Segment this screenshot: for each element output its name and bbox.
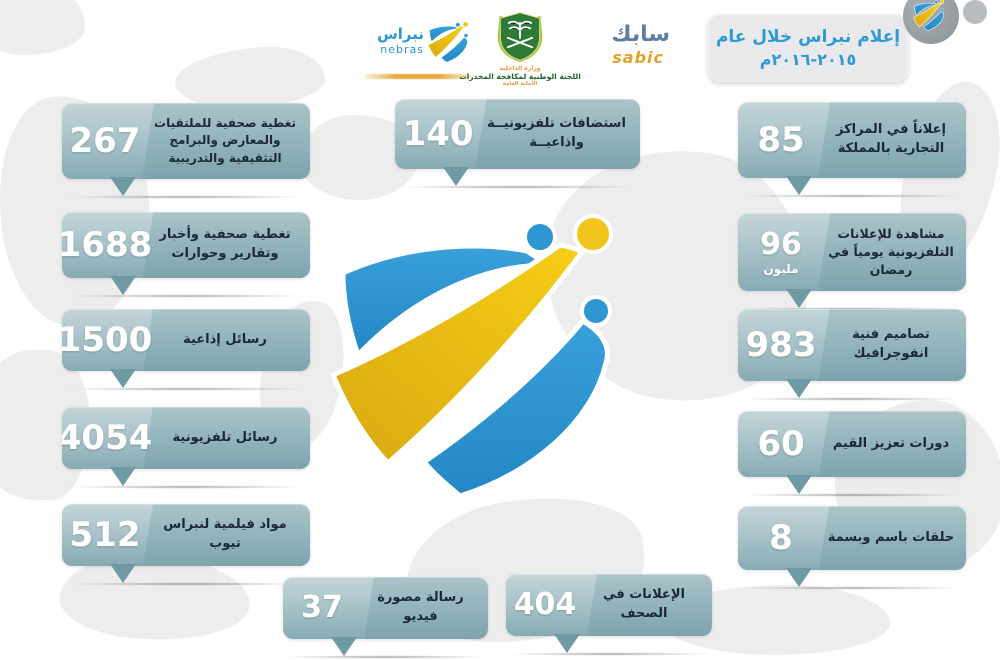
nebras-tagline bbox=[364, 74, 472, 79]
stat-label: تغطية صحفية للملتقيات والمعارض والبرامج … bbox=[154, 115, 296, 165]
title-line2: ٢٠١٥-٢٠١٦م bbox=[759, 49, 857, 69]
stat-label: رسائل تلفزيونية bbox=[172, 429, 278, 445]
stat-bubble-mall-ads: 85 إعلاناً في المراكز التجارية بالمملكة bbox=[720, 102, 984, 198]
stat-label: رسالة مصورة فيديو bbox=[377, 590, 464, 624]
bubble-shadow bbox=[44, 195, 328, 199]
corner-dot bbox=[963, 0, 987, 24]
bubble-shadow bbox=[377, 185, 658, 189]
stat-bubble-press-events: 267 تغطية صحفية للملتقيات والمعارض والبر… bbox=[44, 103, 328, 199]
stat-value: 1500 bbox=[62, 320, 153, 360]
stat-value: 8 bbox=[769, 518, 793, 558]
page-title: إعلام نبراس خلال عام ٢٠١٥-٢٠١٦م bbox=[708, 14, 908, 82]
stat-value: 37 bbox=[301, 590, 343, 625]
title-line1: إعلام نبراس خلال عام bbox=[715, 26, 901, 47]
stat-bubble-press-news: 1688 تغطية صحفية وأخبار وتقارير وحوارات bbox=[44, 212, 328, 298]
stat-value: 140 bbox=[402, 114, 474, 154]
stat-value: 4054 bbox=[62, 418, 153, 458]
map-blob bbox=[0, 0, 85, 55]
stat-label: استضافات تلفزيونيــة واذاعيــة bbox=[487, 116, 626, 150]
stat-number: 96 bbox=[760, 226, 802, 262]
stat-label: دورات تعزيز القيم bbox=[832, 435, 950, 451]
bubble-shadow bbox=[488, 652, 730, 656]
committee-sub-label: الأمانة العامة bbox=[502, 81, 538, 87]
stat-bubble-tv-messages: 4054 رسائل تلفزيونية bbox=[44, 407, 328, 489]
stat-value: 267 bbox=[69, 121, 141, 161]
corner-badge-icon bbox=[903, 0, 959, 44]
bubble-tail bbox=[786, 289, 812, 308]
bubble-tail bbox=[110, 564, 136, 583]
stat-bubble-basem-basma: 8 حلقات باسم وبسمة bbox=[720, 506, 984, 590]
stat-bubble-values-courses: 60 دورات تعزيز القيم bbox=[720, 411, 984, 497]
bubble-shadow bbox=[720, 397, 984, 401]
stat-unit: مليون bbox=[763, 261, 799, 276]
bubble-tail bbox=[786, 176, 812, 195]
bubble-tail bbox=[786, 379, 812, 398]
bubble-tail bbox=[110, 467, 136, 486]
stat-value: 96 مليون bbox=[738, 213, 824, 291]
bubble-shadow bbox=[44, 582, 328, 586]
bubble-shadow bbox=[44, 294, 328, 298]
bubble-shadow bbox=[44, 485, 328, 489]
bubble-tail bbox=[110, 177, 136, 196]
bubble-shadow bbox=[265, 655, 506, 659]
stat-value: 983 bbox=[745, 325, 817, 365]
committee-logo: وزارة الداخلية اللجنة الوطنية لمكافحة ال… bbox=[459, 8, 581, 96]
committee-ministry-label: وزارة الداخلية bbox=[499, 65, 541, 72]
nebras-name-en: nebras bbox=[380, 42, 424, 56]
bubble-shadow bbox=[720, 493, 984, 497]
nebras-mini-mark-icon bbox=[913, 0, 945, 32]
stat-label: مواد فيلمية لنبراس تيوب bbox=[163, 517, 287, 551]
bubble-tail bbox=[554, 634, 580, 653]
bubble-tail bbox=[110, 276, 136, 295]
stat-label: الإعلانات في الصحف bbox=[603, 587, 685, 621]
bubble-shadow bbox=[44, 387, 328, 391]
bubble-shadow bbox=[720, 586, 984, 590]
stat-label: حلقات باسم وبسمة bbox=[827, 529, 955, 545]
bubble-tail bbox=[786, 568, 812, 587]
bubble-tail bbox=[331, 637, 357, 656]
stat-bubble-infographics: 983 تصاميم فنية انفوجرافيك bbox=[720, 309, 984, 401]
sabic-name-en: sabic bbox=[612, 48, 664, 67]
stat-value: 85 bbox=[757, 120, 805, 160]
stat-label: تصاميم فنية انفوجرافيك bbox=[852, 327, 930, 361]
bubble-tail bbox=[110, 369, 136, 388]
bubble-tail bbox=[786, 475, 812, 494]
stat-label: تغطية صحفية وأخبار وتقارير وحوارات bbox=[159, 227, 291, 261]
stat-value: 404 bbox=[513, 587, 577, 622]
stat-label: مشاهدة للإعلانات التلفزيونية يومياً في ر… bbox=[828, 225, 954, 278]
committee-name-label: اللجنة الوطنية لمكافحة المخدرات bbox=[459, 72, 581, 81]
stat-value: 512 bbox=[69, 515, 141, 555]
sabic-logo: سابك sabic bbox=[578, 24, 670, 76]
stat-bubble-film-materials: 512 مواد فيلمية لنبراس تيوب bbox=[44, 504, 328, 586]
stat-label: رسائل إذاعية bbox=[183, 331, 267, 347]
committee-shield-icon bbox=[497, 12, 543, 63]
stat-bubble-radio-messages: 1500 رسائل إذاعية bbox=[44, 309, 328, 391]
nebras-logo: نبراس nebras bbox=[360, 18, 476, 90]
stat-bubble-guest-appearances: 140 استضافات تلفزيونيــة واذاعيــة bbox=[377, 99, 658, 189]
stat-label: إعلاناً في المراكز التجارية بالمملكة bbox=[836, 122, 946, 156]
stat-value: 60 bbox=[757, 424, 805, 464]
nebras-name-ar: نبراس bbox=[377, 25, 424, 43]
bubble-tail bbox=[443, 167, 469, 186]
stat-value: 1688 bbox=[62, 225, 153, 265]
stat-bubble-ramadan-views: 96 مليون مشاهدة للإعلانات التلفزيونية يو… bbox=[720, 213, 984, 311]
stat-bubble-video-messages: 37 رسالة مصورة فيديو bbox=[265, 577, 506, 659]
stat-bubble-newspaper-ads: 404 الإعلانات في الصحف bbox=[488, 574, 730, 656]
nebras-center-logo bbox=[320, 205, 665, 520]
bubble-shadow bbox=[720, 194, 984, 198]
sabic-name-ar: سابك bbox=[611, 22, 670, 47]
